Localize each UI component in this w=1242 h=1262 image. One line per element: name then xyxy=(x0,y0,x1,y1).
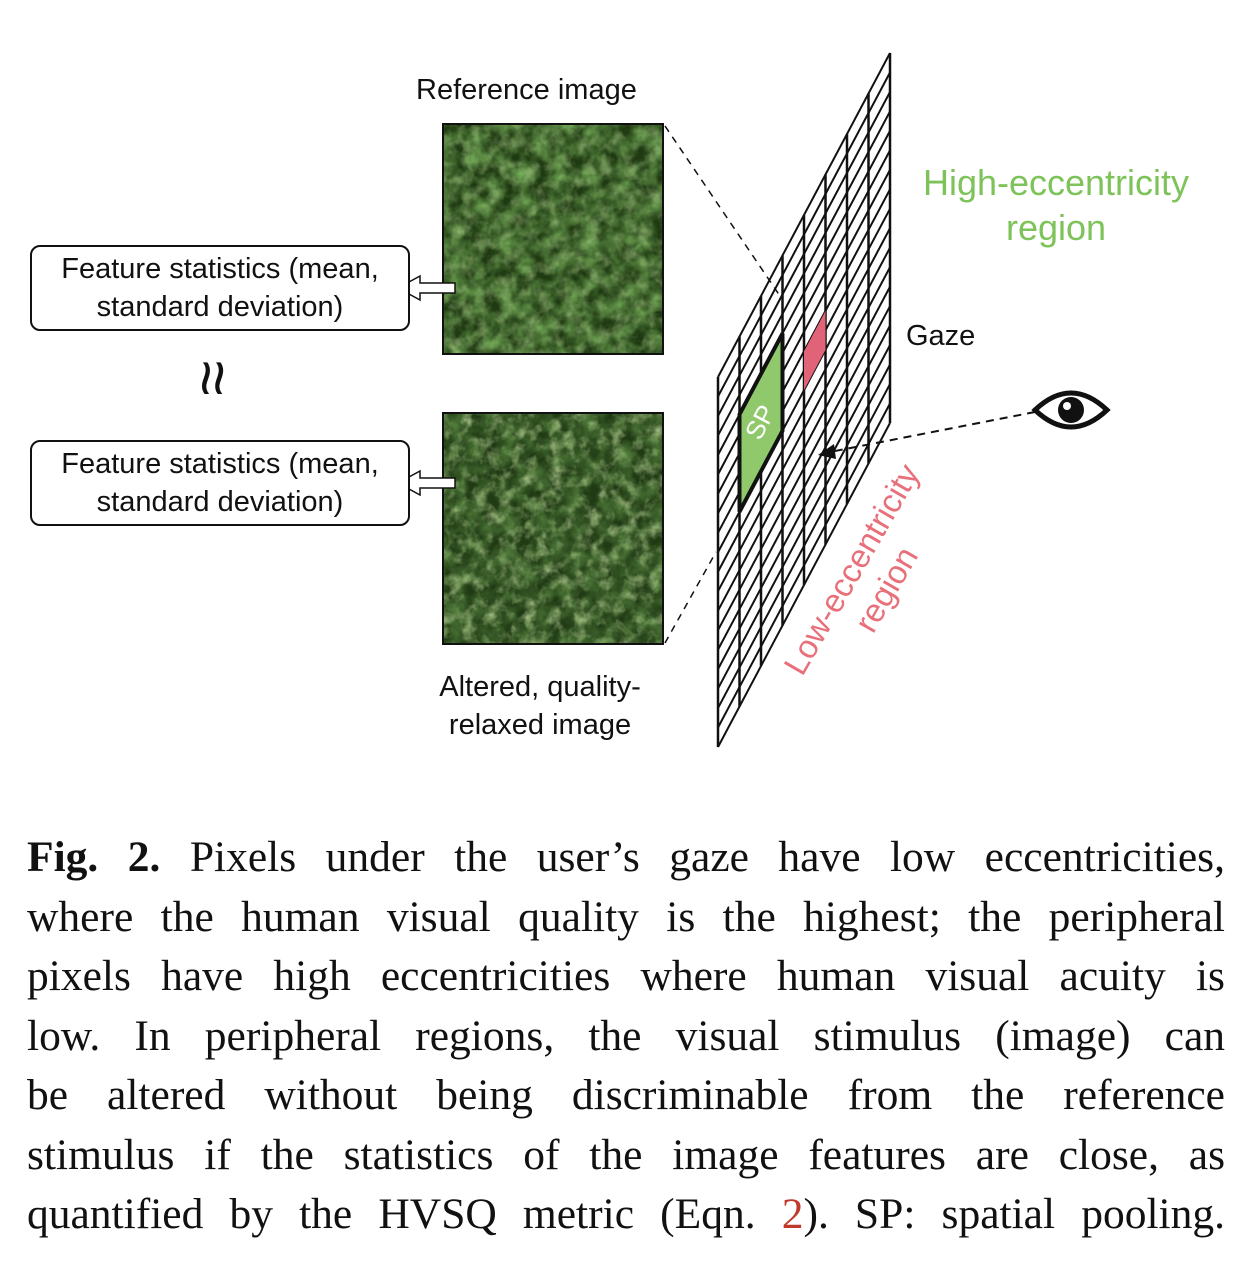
reference-image xyxy=(442,123,664,355)
caption-line-1: Fig. 2. Pixels under the user’s gaze hav… xyxy=(27,828,1225,888)
altered-label-line1: Altered, quality- xyxy=(439,671,641,703)
eye-icon xyxy=(1031,390,1111,430)
caption-line7-end: ). SP: spatial pooling. xyxy=(803,1190,1225,1238)
altered-image xyxy=(442,412,664,645)
high-ecc-line1: High-eccentricity xyxy=(922,162,1190,203)
feature-box-line2: standard deviation) xyxy=(96,291,344,323)
grid-line xyxy=(717,266,891,592)
eqn-ref-link[interactable]: 2 xyxy=(781,1190,804,1238)
figure: SP Low-eccentricity region Reference ima… xyxy=(30,52,1202,748)
feature-box-line2: standard deviation) xyxy=(96,486,344,518)
caption-line-5: be altered without being discriminable f… xyxy=(27,1071,1225,1119)
grid-line xyxy=(717,403,891,728)
spatial-pooling-region xyxy=(737,332,785,513)
caption-line-7: quantified by the HVSQ metric (Eqn. 2). … xyxy=(27,1185,1225,1245)
feature-box-line1: Feature statistics (mean, xyxy=(61,253,379,285)
figure-caption: Fig. 2. Pixels under the user’s gaze hav… xyxy=(27,828,1225,1245)
figure-drawing: SP Low-eccentricity region xyxy=(396,52,1111,748)
grid-line xyxy=(717,52,891,378)
grid-line xyxy=(717,247,891,573)
feature-stats-box-reference: Feature statistics (mean, standard devia… xyxy=(30,245,410,331)
high-ecc-line2: region xyxy=(1005,207,1107,248)
gaze-arrowhead xyxy=(818,444,836,459)
arrow-left-bottom xyxy=(396,469,456,497)
altered-image-label: Altered, quality- relaxed image xyxy=(418,668,662,744)
grid-line xyxy=(717,325,891,651)
gaze-label: Gaze xyxy=(906,320,976,352)
grid-line xyxy=(717,91,891,417)
grid-line xyxy=(717,383,891,709)
gaze-cell xyxy=(804,310,826,391)
grid-line xyxy=(717,110,891,436)
grid-line xyxy=(717,286,891,612)
high-ecc-label: High-eccentricity region xyxy=(910,160,1202,250)
caption-line1-rest: Pixels under the user’s gaze have low ec… xyxy=(189,833,1225,881)
arrow-left-top xyxy=(396,274,456,302)
grid-line xyxy=(717,344,891,670)
caption-line-2: where the human visual quality is the hi… xyxy=(27,892,1225,941)
approx-equal-symbol: ≈ xyxy=(177,360,250,396)
projection-line-bottom xyxy=(664,551,717,644)
projection-line-top xyxy=(664,125,781,297)
fig-label: Fig. 2. xyxy=(27,833,161,881)
reference-image-label: Reference image xyxy=(416,74,637,106)
caption-line-3: pixels have high eccentricities where hu… xyxy=(27,952,1225,1000)
caption-line7-start: quantified by the HVSQ metric (Eqn. xyxy=(27,1190,756,1238)
gaze-line xyxy=(829,411,1036,453)
altered-label-line2: relaxed image xyxy=(448,709,632,741)
grid-line xyxy=(717,422,891,748)
caption-line-4: low. In peripheral regions, the visual s… xyxy=(27,1011,1225,1060)
grid-line xyxy=(717,364,891,690)
feature-stats-box-altered: Feature statistics (mean, standard devia… xyxy=(30,440,410,526)
grid-line xyxy=(717,305,891,631)
grid-line xyxy=(717,72,891,397)
feature-box-line1: Feature statistics (mean, xyxy=(61,448,379,480)
caption-line-6: stimulus if the statistics of the image … xyxy=(27,1130,1225,1179)
